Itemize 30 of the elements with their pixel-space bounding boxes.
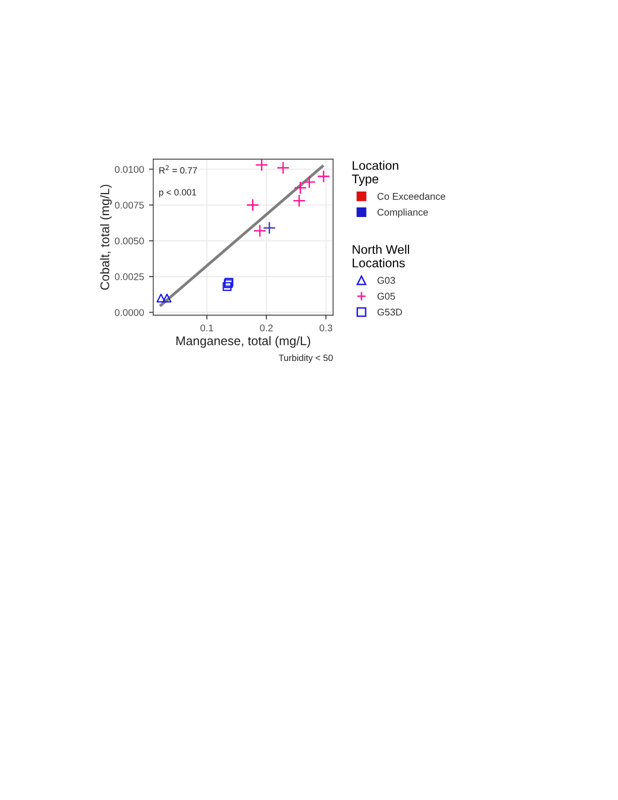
y-tick-label: 0.0000 — [114, 309, 144, 316]
point — [262, 221, 276, 234]
annotation: R$^{2}$ = 0.77 — [159, 165, 197, 174]
point — [292, 194, 306, 208]
y-tick-label: 0.0075 — [114, 202, 144, 209]
legend-label: Compliance — [378, 208, 428, 218]
x-tick-label: 0.1 — [200, 324, 214, 332]
legend-label: Co Exceedance — [378, 192, 446, 200]
text: Location Type — [352, 160, 398, 186]
point — [276, 161, 290, 174]
point — [246, 198, 260, 212]
point — [317, 170, 330, 183]
y-tick-label: 0.0025 — [114, 273, 144, 280]
x-axis-title: Manganese, total (mg/L) — [176, 336, 310, 348]
text: North Well Locations — [352, 244, 410, 268]
point — [222, 282, 232, 292]
text: Turbidity < 50 — [278, 354, 333, 363]
point — [255, 159, 268, 172]
legend-label: G05 — [378, 292, 395, 300]
point — [253, 224, 266, 238]
y-tick-label: 0.0050 — [114, 238, 144, 244]
point — [156, 294, 166, 302]
point — [162, 294, 172, 302]
x-tick-label: 0.3 — [320, 324, 332, 332]
x-tick-label: 0.2 — [260, 324, 273, 332]
y-tick-label: 0.0100 — [114, 166, 144, 173]
annotation: p < 0.001 — [159, 189, 196, 198]
legend-label: G03 — [378, 276, 395, 284]
y-axis-title: Cobalt, total (mg/L) — [100, 184, 112, 290]
legend-label: G53D — [378, 308, 402, 316]
